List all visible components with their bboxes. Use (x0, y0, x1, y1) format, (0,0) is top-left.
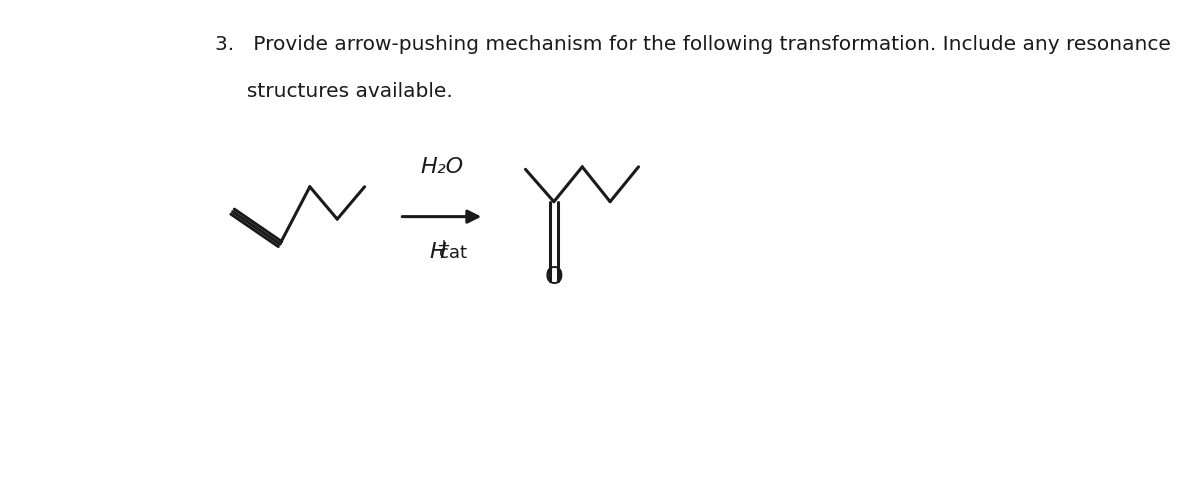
Text: cat: cat (439, 244, 467, 262)
Text: H₂O: H₂O (420, 157, 463, 177)
Text: H: H (430, 242, 446, 261)
Text: O: O (545, 265, 563, 289)
Text: structures available.: structures available. (215, 82, 452, 101)
Text: 3.   Provide arrow-pushing mechanism for the following transformation. Include a: 3. Provide arrow-pushing mechanism for t… (215, 35, 1171, 54)
Text: +: + (436, 237, 450, 254)
